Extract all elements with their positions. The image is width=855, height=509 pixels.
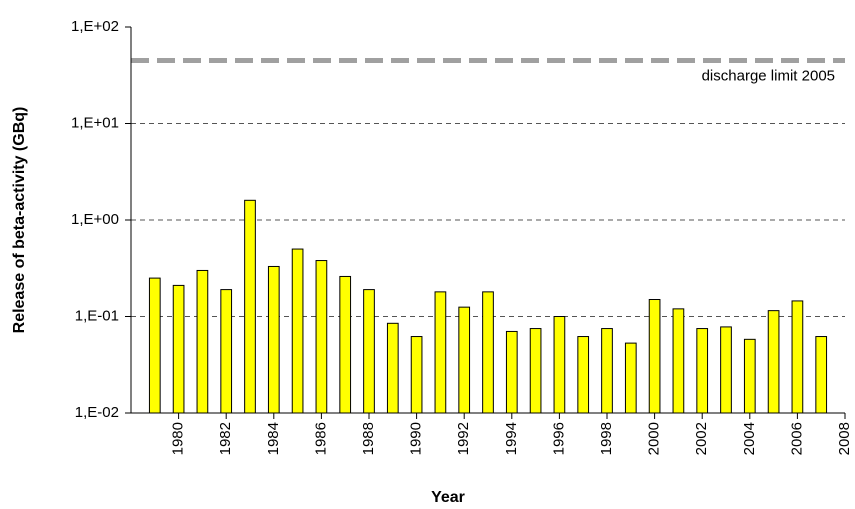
x-tick-label: 2006 (788, 422, 805, 455)
bar (434, 291, 447, 414)
x-tick-label: 1984 (265, 422, 282, 455)
x-tick-label: 1988 (360, 422, 377, 455)
bar (624, 342, 637, 414)
bar (743, 338, 756, 414)
y-tick-label: 1,E-01 (75, 307, 119, 324)
bar (220, 289, 233, 414)
bar (339, 275, 352, 414)
x-tick-label: 1998 (598, 422, 615, 455)
bar (148, 277, 161, 414)
bar (172, 284, 185, 414)
x-tick-label: 2000 (646, 422, 663, 455)
bar (386, 322, 399, 414)
bar (291, 248, 304, 414)
y-axis-title: Release of beta-activity (GBq) (11, 107, 28, 334)
bar (791, 300, 804, 414)
bar (529, 328, 542, 414)
bar (505, 330, 518, 414)
bar (672, 308, 685, 414)
bar (815, 336, 828, 414)
bar (577, 336, 590, 414)
bar (244, 199, 256, 414)
x-tick-label: 1992 (455, 422, 472, 455)
bar (196, 269, 209, 414)
x-tick-label: 1990 (408, 422, 425, 455)
bar (315, 260, 328, 414)
x-tick-label: 1982 (217, 422, 234, 455)
x-tick-label: 1980 (170, 422, 187, 455)
x-tick-label: 2008 (836, 422, 853, 455)
x-tick-label: 2002 (693, 422, 710, 455)
bar (482, 291, 494, 414)
bar (767, 310, 780, 414)
bar (601, 328, 613, 414)
bar (553, 316, 566, 414)
y-tick-label: 1,E+01 (71, 114, 119, 131)
bar (267, 265, 280, 414)
bar (720, 326, 732, 414)
bar (410, 336, 423, 414)
bar (696, 328, 709, 414)
x-axis-title: Year (431, 489, 465, 506)
y-tick-label: 1,E-02 (75, 404, 119, 421)
x-tick-label: 1986 (312, 422, 329, 455)
x-tick-label: 2004 (741, 422, 758, 455)
bar (648, 299, 661, 414)
y-tick-label: 1,E+02 (71, 18, 119, 35)
x-tick-label: 1994 (503, 422, 520, 455)
reference-label: discharge limit 2005 (702, 67, 835, 84)
bar (363, 289, 375, 414)
x-tick-label: 1996 (550, 422, 567, 455)
bar (458, 306, 471, 414)
y-tick-label: 1,E+00 (71, 211, 119, 228)
